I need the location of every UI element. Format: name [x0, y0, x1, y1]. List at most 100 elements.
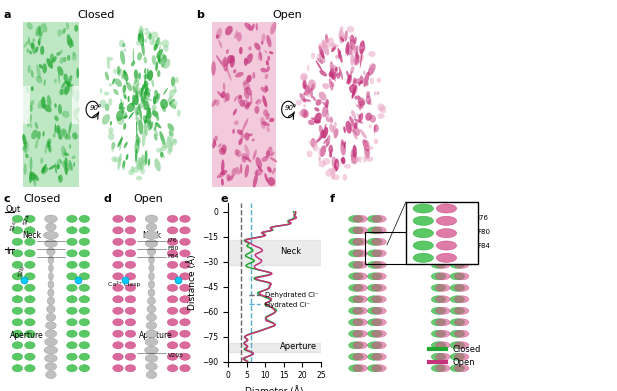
Ellipse shape: [156, 39, 160, 45]
Ellipse shape: [226, 174, 230, 179]
Ellipse shape: [125, 342, 136, 349]
Ellipse shape: [333, 73, 336, 82]
Ellipse shape: [359, 160, 362, 163]
Ellipse shape: [113, 296, 123, 303]
Ellipse shape: [156, 148, 162, 152]
Ellipse shape: [347, 26, 354, 32]
Ellipse shape: [58, 174, 63, 183]
Ellipse shape: [114, 157, 121, 162]
Ellipse shape: [374, 125, 376, 134]
Ellipse shape: [25, 330, 35, 337]
Ellipse shape: [137, 163, 144, 170]
Ellipse shape: [68, 122, 72, 135]
Ellipse shape: [325, 116, 329, 122]
Ellipse shape: [144, 97, 152, 101]
Ellipse shape: [35, 122, 38, 129]
Ellipse shape: [123, 115, 128, 119]
Ellipse shape: [217, 172, 226, 178]
Ellipse shape: [359, 104, 362, 111]
Ellipse shape: [431, 250, 445, 257]
Text: c: c: [3, 194, 10, 204]
Ellipse shape: [125, 215, 136, 222]
Ellipse shape: [260, 68, 267, 73]
Ellipse shape: [450, 353, 465, 361]
Ellipse shape: [25, 261, 35, 268]
Ellipse shape: [347, 50, 349, 57]
Ellipse shape: [431, 365, 445, 372]
Ellipse shape: [455, 227, 469, 234]
Ellipse shape: [431, 261, 445, 268]
Ellipse shape: [330, 72, 334, 80]
Ellipse shape: [42, 63, 47, 74]
Ellipse shape: [44, 144, 48, 154]
Ellipse shape: [254, 170, 258, 175]
Ellipse shape: [353, 250, 368, 257]
Ellipse shape: [49, 165, 56, 170]
Ellipse shape: [128, 96, 130, 102]
Ellipse shape: [369, 63, 376, 68]
Ellipse shape: [111, 145, 114, 152]
Ellipse shape: [265, 85, 268, 91]
Ellipse shape: [378, 113, 385, 119]
Ellipse shape: [239, 47, 242, 54]
Ellipse shape: [48, 138, 52, 144]
Ellipse shape: [162, 151, 165, 158]
Ellipse shape: [113, 215, 123, 222]
Ellipse shape: [212, 99, 217, 107]
Ellipse shape: [139, 25, 143, 32]
Ellipse shape: [334, 165, 337, 170]
Ellipse shape: [353, 227, 368, 234]
Ellipse shape: [64, 152, 69, 156]
Ellipse shape: [41, 23, 48, 32]
Ellipse shape: [167, 342, 178, 349]
Ellipse shape: [326, 135, 330, 147]
Ellipse shape: [227, 176, 234, 181]
Ellipse shape: [24, 141, 29, 152]
Ellipse shape: [125, 261, 136, 268]
Ellipse shape: [372, 342, 386, 349]
Ellipse shape: [25, 238, 35, 246]
Ellipse shape: [147, 70, 153, 81]
Ellipse shape: [353, 77, 357, 83]
Ellipse shape: [450, 227, 465, 234]
Ellipse shape: [31, 43, 36, 54]
Ellipse shape: [358, 113, 363, 122]
Ellipse shape: [146, 36, 153, 39]
Ellipse shape: [212, 140, 216, 149]
Text: F84: F84: [477, 243, 490, 249]
Ellipse shape: [146, 322, 157, 329]
Ellipse shape: [144, 56, 147, 63]
Ellipse shape: [329, 78, 333, 91]
Ellipse shape: [431, 353, 445, 361]
Ellipse shape: [144, 74, 149, 79]
Ellipse shape: [136, 121, 138, 137]
Ellipse shape: [368, 250, 382, 257]
Ellipse shape: [24, 142, 27, 149]
Text: In: In: [6, 247, 14, 256]
Ellipse shape: [151, 31, 159, 38]
Ellipse shape: [436, 250, 450, 257]
Ellipse shape: [12, 284, 23, 291]
Polygon shape: [23, 22, 79, 187]
Ellipse shape: [344, 30, 347, 42]
Ellipse shape: [170, 139, 177, 143]
Ellipse shape: [431, 238, 445, 246]
Ellipse shape: [436, 307, 450, 314]
Ellipse shape: [154, 128, 159, 136]
Ellipse shape: [177, 109, 181, 117]
Ellipse shape: [368, 273, 382, 280]
Text: Aperture: Aperture: [10, 331, 44, 340]
Ellipse shape: [455, 238, 469, 246]
Ellipse shape: [149, 273, 154, 280]
Ellipse shape: [125, 307, 136, 314]
Ellipse shape: [368, 99, 371, 103]
Ellipse shape: [319, 52, 325, 63]
Ellipse shape: [124, 94, 126, 99]
Ellipse shape: [450, 307, 465, 314]
Ellipse shape: [144, 120, 147, 123]
Ellipse shape: [140, 168, 145, 174]
Ellipse shape: [36, 25, 41, 36]
Ellipse shape: [131, 61, 135, 66]
Ellipse shape: [266, 150, 270, 158]
Ellipse shape: [356, 156, 363, 160]
